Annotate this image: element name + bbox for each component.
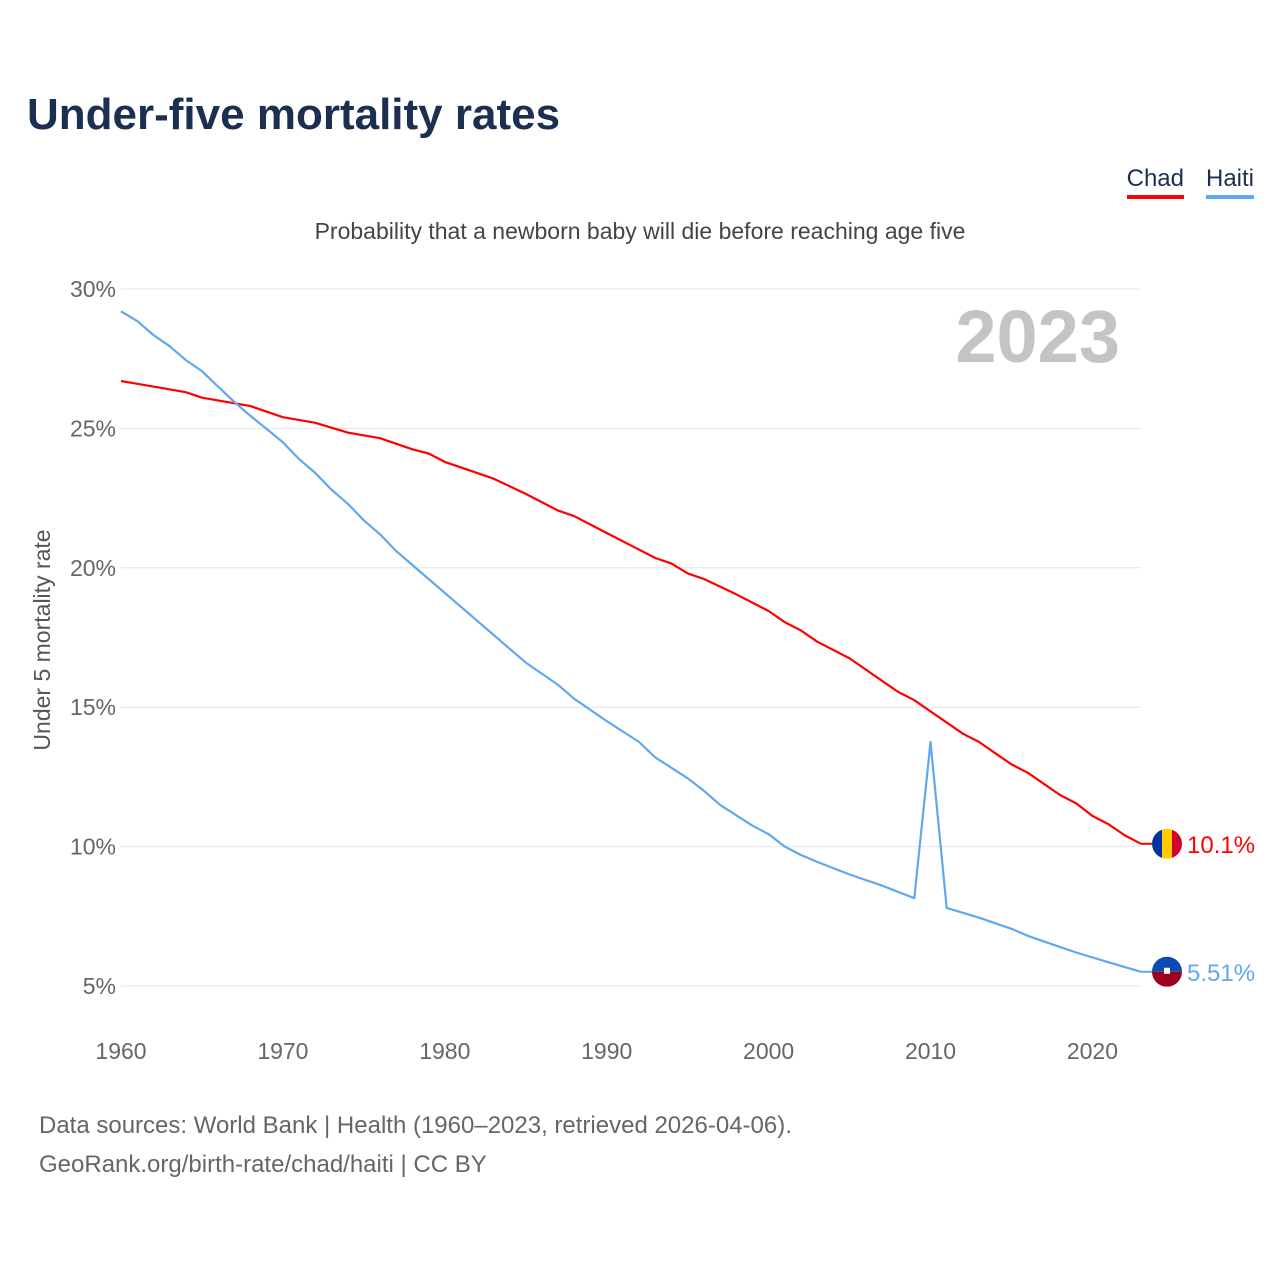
- flag-body: [1152, 828, 1182, 859]
- flag-body: [1152, 956, 1182, 987]
- end-value-label: 5.51%: [1187, 960, 1255, 987]
- y-tick-label: 20%: [70, 555, 116, 581]
- flag-stripe: [1152, 828, 1162, 859]
- x-tick-label: 1970: [257, 1038, 308, 1064]
- haiti-flag-icon: [1152, 956, 1182, 987]
- end-value-label: 10.1%: [1187, 832, 1255, 859]
- legend-item-chad[interactable]: Chad: [1126, 165, 1184, 199]
- legend-item-haiti[interactable]: Haiti: [1205, 165, 1254, 199]
- source-line-2[interactable]: GeoRank.org/birth-rate/chad/haiti | CC B…: [39, 1151, 487, 1178]
- x-tick-label: 2010: [905, 1038, 956, 1064]
- flag-stripe: [1162, 828, 1172, 859]
- legend: Chad Haiti: [1126, 165, 1254, 199]
- flag-stripe: [1152, 956, 1182, 972]
- x-tick-label: 1980: [419, 1038, 470, 1064]
- x-tick-label: 1960: [95, 1038, 146, 1064]
- x-tick-label: 1990: [581, 1038, 632, 1064]
- source-line-1: Data sources: World Bank | Health (1960–…: [39, 1112, 792, 1139]
- x-tick-label: 2020: [1067, 1038, 1118, 1064]
- series-line-chad: [120, 379, 1142, 845]
- flag-stripe: [1172, 828, 1182, 859]
- x-tick-label: 2000: [743, 1038, 794, 1064]
- y-axis-label: Under 5 mortality rate: [29, 529, 55, 750]
- y-tick-label: 30%: [70, 276, 116, 302]
- chart-title: Under-five mortality rates: [27, 90, 561, 139]
- y-tick-label: 25%: [70, 415, 116, 441]
- y-tick-label: 10%: [70, 834, 116, 860]
- y-tick-label: 5%: [83, 973, 116, 999]
- source-note: Data sources: World Bank | Health (1960–…: [39, 1106, 792, 1184]
- chad-flag-icon: [1152, 828, 1182, 859]
- year-label: 2023: [955, 295, 1120, 378]
- flag-stripe: [1152, 971, 1182, 987]
- series-line-haiti: [120, 310, 1142, 973]
- chart-subtitle: Probability that a newborn baby will die…: [314, 218, 966, 244]
- flag-emblem: [1164, 967, 1170, 974]
- y-tick-label: 15%: [70, 694, 116, 720]
